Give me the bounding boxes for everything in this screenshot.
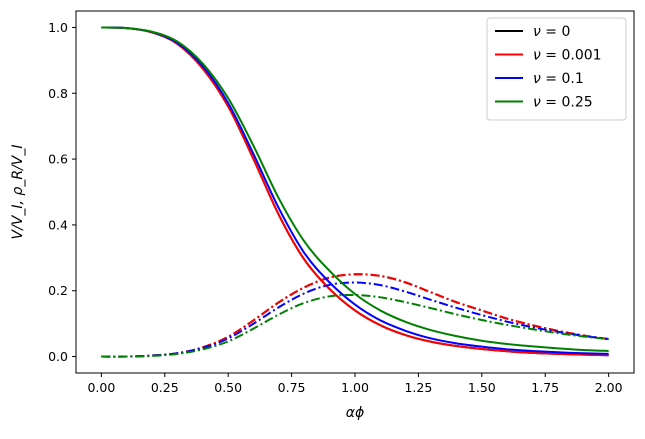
legend-label: ν = 0.001 [533, 48, 602, 64]
x-axis-label: αϕ [346, 405, 364, 421]
x-tick-label: 1.75 [531, 380, 559, 395]
legend-label: ν = 0.1 [533, 71, 584, 87]
y-tick-label: 0.4 [48, 217, 68, 232]
y-tick-label: 0.8 [48, 86, 68, 101]
x-tick-label: 0.25 [151, 380, 179, 395]
series-line-solid-6 [101, 26, 609, 352]
x-tick-label: 0.50 [214, 380, 242, 395]
x-tick-label: 1.25 [404, 380, 432, 395]
y-tick-label: 0.2 [48, 283, 68, 298]
y-axis: 0.0 0.2 0.4 0.6 0.8 1.0 [48, 20, 76, 364]
plot-lines [101, 26, 609, 358]
y-tick-label: 0.6 [48, 152, 68, 167]
x-tick-label: 0.75 [278, 380, 306, 395]
y-axis-label: V/V_I, ρ_R/V_I [10, 145, 26, 240]
series-line-solid-2 [101, 26, 609, 357]
legend-label: ν = 0.25 [533, 95, 593, 111]
y-tick-label: 1.0 [48, 20, 68, 35]
series-line-dashdot-5 [101, 281, 609, 358]
x-axis: 0.00 0.25 0.50 0.75 1.00 1.25 1.50 1.75 2.00 [87, 373, 623, 395]
x-tick-label: 1.00 [341, 380, 369, 395]
series-line-dashdot-3 [101, 273, 609, 358]
x-tick-label: 0.00 [87, 380, 115, 395]
y-tick-label: 0.0 [48, 349, 68, 364]
legend: ν = 0 ν = 0.001 ν = 0.1 ν = 0.25 [486, 17, 627, 121]
legend-label: ν = 0 [533, 24, 570, 40]
series-line-solid-4 [101, 26, 609, 355]
x-tick-label: 1.50 [468, 380, 496, 395]
legend-box [486, 17, 627, 121]
x-tick-label: 2.00 [595, 380, 623, 395]
